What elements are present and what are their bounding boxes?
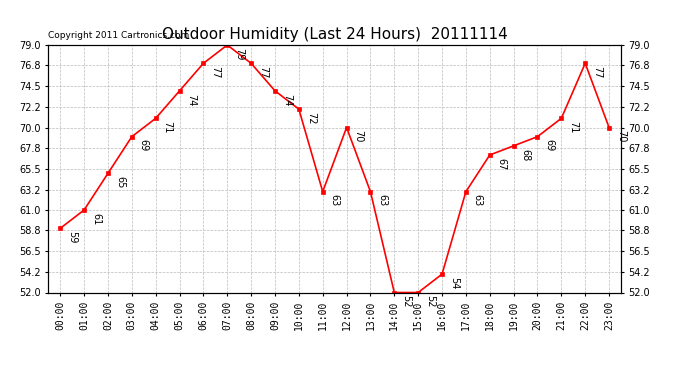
Text: 68: 68 bbox=[520, 148, 531, 161]
Text: 70: 70 bbox=[353, 130, 364, 142]
Text: 77: 77 bbox=[210, 66, 220, 79]
Text: 71: 71 bbox=[569, 121, 578, 134]
Text: 54: 54 bbox=[449, 277, 459, 290]
Text: 77: 77 bbox=[258, 66, 268, 79]
Text: 69: 69 bbox=[139, 140, 149, 152]
Text: 52: 52 bbox=[402, 295, 411, 308]
Text: 63: 63 bbox=[330, 195, 339, 207]
Title: Outdoor Humidity (Last 24 Hours)  20111114: Outdoor Humidity (Last 24 Hours) 2011111… bbox=[161, 27, 508, 42]
Text: 79: 79 bbox=[234, 48, 244, 60]
Text: 65: 65 bbox=[115, 176, 125, 189]
Text: 63: 63 bbox=[377, 195, 387, 207]
Text: 74: 74 bbox=[186, 94, 197, 106]
Text: 61: 61 bbox=[91, 213, 101, 225]
Text: 70: 70 bbox=[616, 130, 626, 142]
Text: 71: 71 bbox=[163, 121, 172, 134]
Text: Copyright 2011 Cartronics.com: Copyright 2011 Cartronics.com bbox=[48, 31, 190, 40]
Text: 59: 59 bbox=[67, 231, 77, 243]
Text: 74: 74 bbox=[282, 94, 292, 106]
Text: 72: 72 bbox=[306, 112, 316, 125]
Text: 63: 63 bbox=[473, 195, 483, 207]
Text: 67: 67 bbox=[497, 158, 506, 170]
Text: 77: 77 bbox=[592, 66, 602, 79]
Text: 52: 52 bbox=[425, 295, 435, 308]
Text: 69: 69 bbox=[544, 140, 555, 152]
